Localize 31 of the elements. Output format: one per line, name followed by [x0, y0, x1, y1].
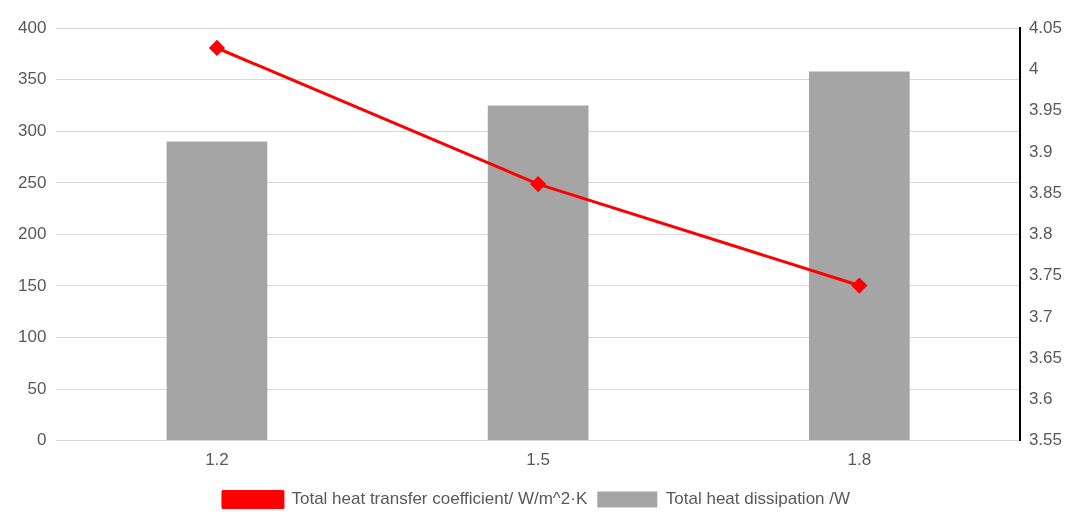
y-tick-label: 50 — [27, 378, 47, 398]
y2-tick-label: 4.05 — [1028, 17, 1063, 37]
legend-label: Total heat dissipation /W — [665, 489, 851, 509]
y2-tick-label: 3.55 — [1028, 430, 1063, 450]
y2-tick-label: 3.7 — [1028, 306, 1053, 326]
point — [530, 176, 546, 192]
bar — [808, 71, 910, 441]
point — [851, 278, 867, 294]
y-tick-label: 350 — [17, 69, 47, 89]
bar — [166, 141, 268, 441]
x-tick-label: 1.2 — [205, 450, 229, 470]
y2-tick-label: 3.95 — [1028, 100, 1063, 120]
y-tick-label: 0 — [36, 430, 47, 450]
y-tick-label: 100 — [17, 327, 47, 347]
y2-tick-label: 3.9 — [1028, 141, 1053, 161]
y-tick-label: 250 — [17, 172, 47, 192]
y2-tick-label: 3.75 — [1028, 265, 1063, 285]
x-tick-label: 1.8 — [847, 450, 872, 470]
y2-tick-label: 3.6 — [1028, 389, 1053, 409]
y-tick-label: 150 — [17, 275, 47, 295]
legend-label: Total heat transfer coefficient/ W/m^2·K — [291, 489, 588, 509]
y-tick-label: 200 — [17, 224, 47, 244]
y2-tick-label: 3.85 — [1028, 182, 1063, 202]
x-tick-label: 1.5 — [526, 450, 550, 470]
y-tick-label: 300 — [17, 120, 47, 140]
y2-tick-label: 3.65 — [1028, 347, 1063, 367]
bar — [487, 105, 589, 441]
point — [209, 40, 225, 56]
y-tick-label: 400 — [17, 17, 47, 37]
y2-tick-label: 4 — [1028, 59, 1039, 79]
y2-tick-label: 3.8 — [1028, 224, 1053, 244]
